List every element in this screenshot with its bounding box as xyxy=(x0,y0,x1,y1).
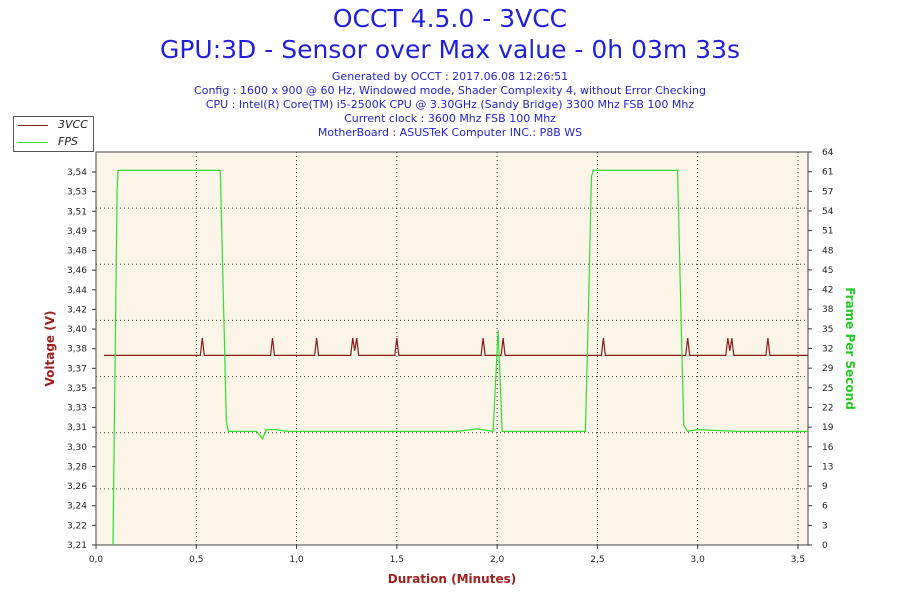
x-tick-label: 3,0 xyxy=(691,555,706,565)
info-config: Config : 1600 x 900 @ 60 Hz, Windowed mo… xyxy=(194,84,706,97)
y-tick-label: 3,31 xyxy=(67,423,87,433)
y-tick-label: 3,21 xyxy=(67,541,87,551)
chart-subtitle: GPU:3D - Sensor over Max value - 0h 03m … xyxy=(159,35,741,64)
y2-tick-label: 6 xyxy=(822,502,828,512)
y-tick-label: 3,48 xyxy=(67,247,87,257)
y2-tick-label: 29 xyxy=(822,364,834,374)
x-tick-label: 3,5 xyxy=(791,555,805,565)
y-tick-label: 3,33 xyxy=(67,404,87,414)
y-tick-label: 3,22 xyxy=(67,521,87,531)
info-cpu: CPU : Intel(R) Core(TM) i5-2500K CPU @ 3… xyxy=(205,98,695,111)
legend-label-3vcc: 3VCC xyxy=(58,118,88,131)
y-axis-label: Voltage (V) xyxy=(43,311,57,387)
y-tick-label: 3,51 xyxy=(67,207,87,217)
y2-tick-label: 38 xyxy=(822,305,834,315)
y2-tick-label: 51 xyxy=(822,227,833,237)
x-axis-label: Duration (Minutes) xyxy=(388,572,516,586)
legend-swatch-3vcc xyxy=(18,125,48,126)
plot-frame xyxy=(95,151,809,546)
legend-item-fps: FPS xyxy=(18,135,92,149)
y-tick-label: 3,37 xyxy=(67,364,87,374)
x-tick-label: 1,0 xyxy=(289,555,304,565)
legend-item-3vcc: 3VCC xyxy=(18,118,92,132)
y2-tick-label: 9 xyxy=(822,482,828,492)
y2-tick-label: 45 xyxy=(822,266,833,276)
y2-tick-label: 48 xyxy=(822,246,834,256)
y-tick-label: 3,30 xyxy=(67,443,87,453)
series-line-fps xyxy=(112,169,808,546)
x-tick-label: 2,5 xyxy=(590,555,604,565)
y-tick-label: 3,28 xyxy=(67,462,87,472)
y-tick-label: 3,40 xyxy=(67,325,87,335)
y-tick-label: 3,46 xyxy=(67,266,87,276)
info-generated: Generated by OCCT : 2017.06.08 12:26:51 xyxy=(331,70,569,83)
y2-tick-label: 32 xyxy=(822,345,833,355)
y2-tick-label: 19 xyxy=(822,423,834,433)
y2-tick-label: 57 xyxy=(822,187,833,197)
chart-title: OCCT 4.5.0 - 3VCC xyxy=(332,4,568,33)
y2-tick-label: 13 xyxy=(822,462,833,472)
y-tick-label: 3,24 xyxy=(67,502,87,512)
info-motherboard: MotherBoard : ASUSTeK Computer INC.: P8B… xyxy=(317,126,583,139)
y2-tick-label: 25 xyxy=(822,384,833,394)
x-tick-label: 2,0 xyxy=(490,555,505,565)
y-tick-label: 3,54 xyxy=(67,168,87,178)
y2-tick-label: 0 xyxy=(822,541,828,551)
info-clock: Current clock : 3600 Mhz FSB 100 Mhz xyxy=(344,112,556,125)
legend: 3VCC FPS xyxy=(13,116,94,152)
y2-tick-label: 42 xyxy=(822,286,833,296)
y-tick-label: 3,42 xyxy=(67,305,87,315)
y2-tick-label: 54 xyxy=(822,207,834,217)
y-tick-label: 3,38 xyxy=(67,345,87,355)
y-tick-label: 3,49 xyxy=(67,227,87,237)
y2-axis-label: Frame Per Second xyxy=(843,287,857,410)
y-tick-label: 3,44 xyxy=(67,286,87,296)
legend-swatch-fps xyxy=(18,142,48,143)
y2-tick-label: 35 xyxy=(822,325,833,335)
y2-tick-label: 61 xyxy=(822,168,833,178)
y2-tick-label: 64 xyxy=(822,148,834,158)
legend-label-fps: FPS xyxy=(58,135,78,148)
x-tick-label: 0,5 xyxy=(189,555,203,565)
y-tick-label: 3,35 xyxy=(67,384,87,394)
y-tick-label: 3,53 xyxy=(67,188,87,198)
x-tick-label: 0,0 xyxy=(89,555,104,565)
x-tick-label: 1,5 xyxy=(390,555,404,565)
y2-tick-label: 3 xyxy=(822,521,828,531)
y-tick-label: 3,26 xyxy=(67,482,87,492)
series-line-3vcc xyxy=(104,338,808,356)
plot-area xyxy=(96,152,808,545)
y2-tick-label: 16 xyxy=(822,443,834,453)
y2-tick-label: 22 xyxy=(822,403,833,413)
